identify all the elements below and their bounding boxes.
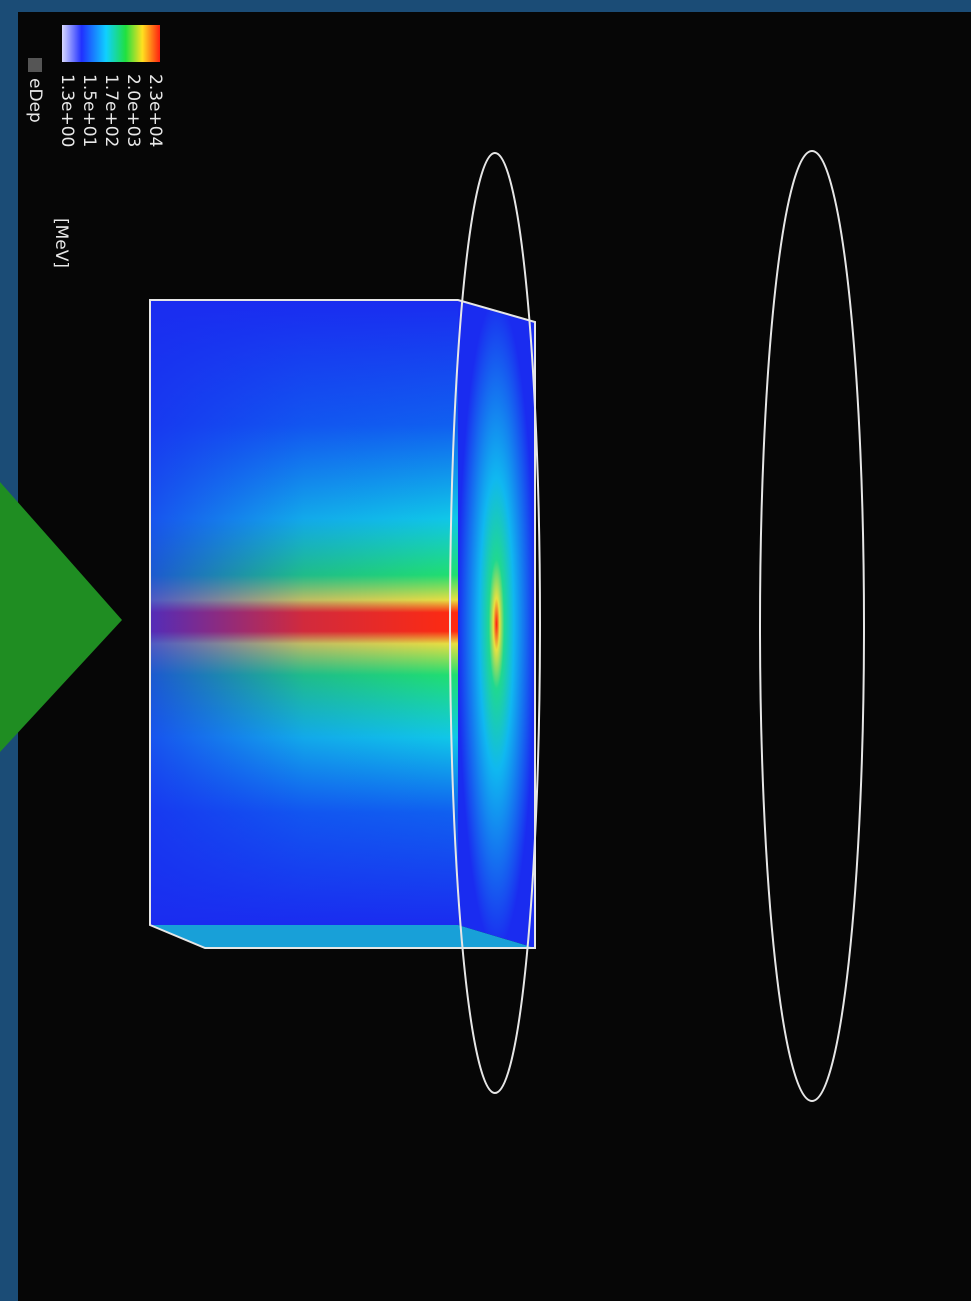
front-face-shade [150, 300, 458, 925]
color-scale [62, 25, 160, 62]
legend-label: 1.5e+01 [79, 74, 99, 147]
legend-label: 1.7e+02 [101, 74, 121, 147]
legend-label: 2.0e+03 [123, 74, 143, 147]
legend-label: [MeV] [51, 218, 71, 268]
screen: 2.3e+042.0e+031.7e+021.5e+011.3e+00 eDep [… [0, 0, 971, 1301]
legend-label: 2.3e+04 [145, 74, 165, 147]
legend-label: 1.3e+00 [57, 74, 77, 147]
legend-label: eDep [25, 78, 45, 123]
side-face [458, 300, 535, 948]
page: 2.3e+042.0e+031.7e+021.5e+011.3e+00 eDep [… [0, 0, 971, 1301]
heatmap-box [150, 300, 535, 948]
legend-swatch [28, 58, 42, 72]
